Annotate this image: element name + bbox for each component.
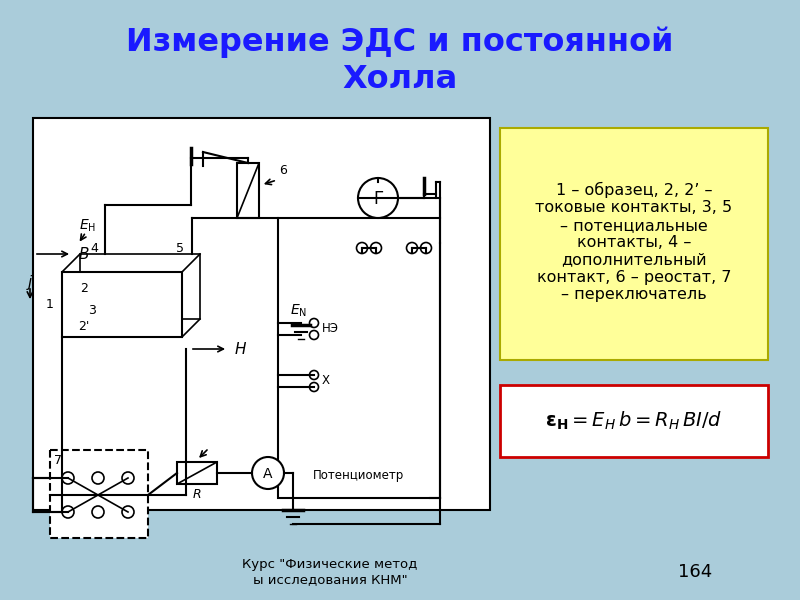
Text: 1: 1 xyxy=(46,298,54,311)
Circle shape xyxy=(358,178,398,218)
Text: 5: 5 xyxy=(176,241,184,254)
Text: Г: Г xyxy=(373,190,383,208)
Bar xyxy=(80,254,200,319)
Circle shape xyxy=(310,331,318,340)
Circle shape xyxy=(62,506,74,518)
Bar xyxy=(177,462,217,484)
Circle shape xyxy=(421,242,431,253)
Circle shape xyxy=(357,242,367,253)
Text: 4: 4 xyxy=(90,241,98,254)
Circle shape xyxy=(62,472,74,484)
Circle shape xyxy=(310,319,318,328)
Text: 2': 2' xyxy=(78,320,90,334)
Text: 2: 2 xyxy=(80,281,88,295)
Text: Измерение ЭДС и постоянной: Измерение ЭДС и постоянной xyxy=(126,26,674,58)
Text: $H$: $H$ xyxy=(234,341,247,357)
Text: $B$: $B$ xyxy=(78,246,90,262)
Text: Холла: Холла xyxy=(342,64,458,95)
Text: Х: Х xyxy=(322,374,330,388)
Text: 7: 7 xyxy=(54,454,62,467)
Bar xyxy=(500,385,768,457)
Text: R: R xyxy=(193,488,202,502)
Text: 6: 6 xyxy=(279,164,287,178)
Circle shape xyxy=(310,383,318,391)
Text: Потенциометр: Потенциометр xyxy=(314,469,405,482)
Text: $E_{\rm H}$: $E_{\rm H}$ xyxy=(79,218,97,234)
Bar xyxy=(33,118,490,510)
Text: $\mathbf{\varepsilon_H} = E_H\,b = R_H\,BI/d$: $\mathbf{\varepsilon_H} = E_H\,b = R_H\,… xyxy=(546,410,722,432)
Bar xyxy=(237,163,259,218)
Circle shape xyxy=(92,506,104,518)
Circle shape xyxy=(370,242,382,253)
Text: $j$: $j$ xyxy=(26,272,34,292)
Circle shape xyxy=(92,472,104,484)
Text: 3: 3 xyxy=(88,304,96,317)
Circle shape xyxy=(122,472,134,484)
Text: Курс "Физические метод
ы исследования КНМ": Курс "Физические метод ы исследования КН… xyxy=(242,558,418,586)
Circle shape xyxy=(310,370,318,379)
Text: 1 – образец, 2, 2’ –
токовые контакты, 3, 5
– потенциальные
контакты, 4 –
дополн: 1 – образец, 2, 2’ – токовые контакты, 3… xyxy=(535,182,733,302)
Text: A: A xyxy=(263,467,273,481)
Bar xyxy=(50,450,148,538)
Circle shape xyxy=(252,457,284,489)
Circle shape xyxy=(122,506,134,518)
Text: 164: 164 xyxy=(678,563,712,581)
Bar xyxy=(278,218,440,498)
Text: НЭ: НЭ xyxy=(322,323,339,335)
Bar xyxy=(62,272,182,337)
Text: $E_{\rm N}$: $E_{\rm N}$ xyxy=(290,303,307,319)
Bar xyxy=(500,128,768,360)
Circle shape xyxy=(406,242,418,253)
